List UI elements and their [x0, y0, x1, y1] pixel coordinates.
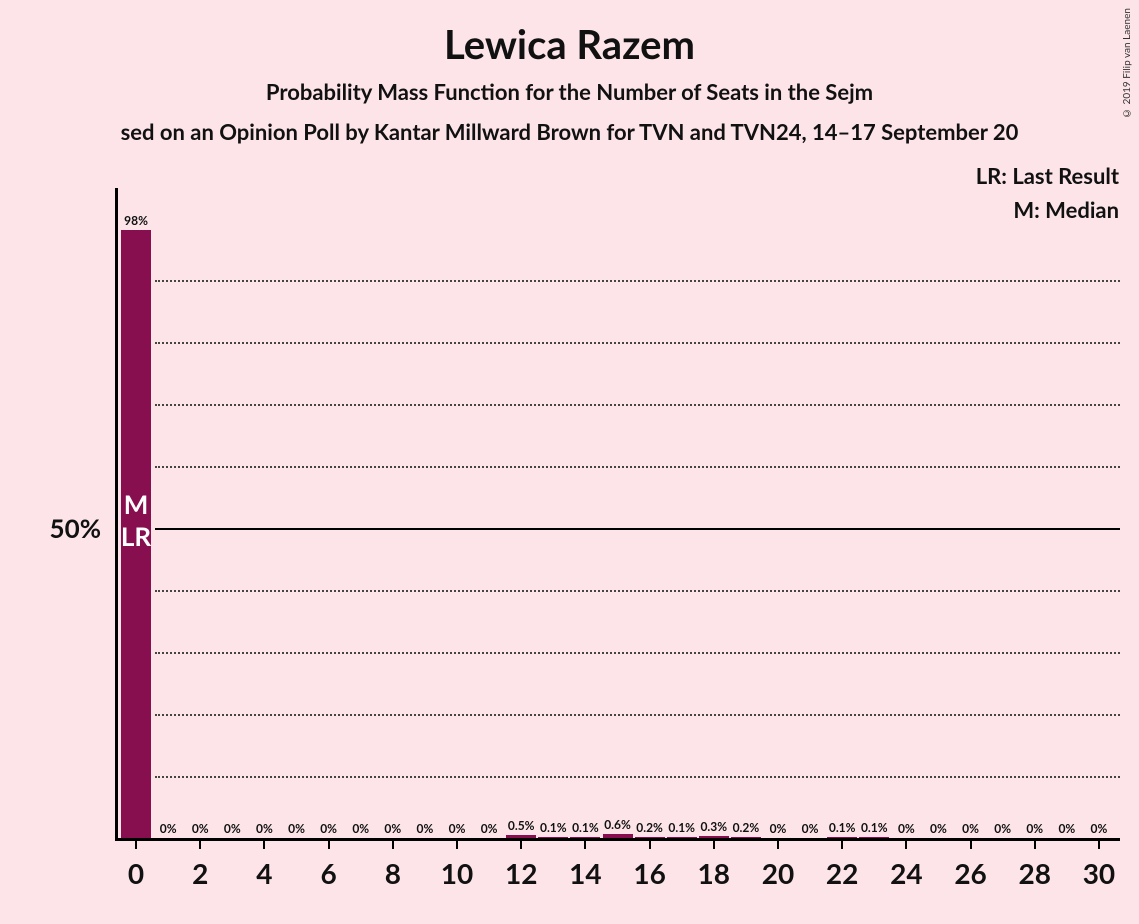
gridline — [155, 342, 1120, 344]
bar-value-label: 0% — [1091, 821, 1108, 836]
x-tick — [649, 841, 651, 849]
x-tick — [777, 841, 779, 849]
x-tick-label: 12 — [505, 856, 537, 890]
bar-value-label: 0.2% — [733, 820, 760, 835]
bar-value-label: 0.1% — [572, 820, 599, 835]
bar-value-label: 0.1% — [540, 820, 567, 835]
x-tick-label: 26 — [954, 856, 986, 890]
bar-value-label: 0.1% — [861, 820, 888, 835]
x-tick-label: 20 — [762, 856, 794, 890]
bar-value-label: 0% — [256, 821, 273, 836]
gridline — [155, 466, 1120, 468]
copyright-label: © 2019 Filip van Laenen — [1121, 8, 1133, 119]
bar-value-label: 0% — [352, 821, 369, 836]
x-tick — [199, 841, 201, 849]
plot-area: 98%0%0%0%0%0%0%0%0%0%0%0%0.5%0.1%0.1%0.6… — [115, 218, 1120, 838]
bar-value-label: 0% — [962, 821, 979, 836]
bar-value-label: 0% — [994, 821, 1011, 836]
bar-value-label: 0% — [898, 821, 915, 836]
bar-value-label: 0% — [384, 821, 401, 836]
bar-value-label: 0% — [481, 821, 498, 836]
bar-value-label: 0% — [192, 821, 209, 836]
x-tick — [970, 841, 972, 849]
x-tick — [263, 841, 265, 849]
median-marker: M — [124, 488, 149, 520]
x-tick — [328, 841, 330, 849]
x-tick-label: 2 — [192, 856, 208, 890]
x-tick — [841, 841, 843, 849]
y-tick-label: 50% — [50, 512, 101, 544]
chart-title: Lewica Razem — [0, 20, 1139, 68]
x-tick — [520, 841, 522, 849]
bar-value-label: 0% — [417, 821, 434, 836]
gridline — [155, 714, 1120, 716]
bar-value-label: 0% — [224, 821, 241, 836]
gridline — [155, 652, 1120, 654]
bar-value-label: 0% — [802, 821, 819, 836]
gridline — [155, 528, 1120, 530]
x-tick — [905, 841, 907, 849]
bar-value-label: 0% — [288, 821, 305, 836]
chart-source-line: sed on an Opinion Poll by Kantar Millwar… — [0, 118, 1139, 145]
bar-value-label: 0% — [1026, 821, 1043, 836]
x-tick-label: 8 — [385, 856, 401, 890]
x-tick — [713, 841, 715, 849]
bar-value-label: 0.6% — [604, 817, 631, 832]
x-tick-label: 14 — [569, 856, 601, 890]
bar-value-label: 0% — [930, 821, 947, 836]
bar-value-label: 0.1% — [668, 820, 695, 835]
x-tick — [1098, 841, 1100, 849]
x-tick-label: 30 — [1083, 856, 1115, 890]
x-tick — [135, 841, 137, 849]
x-tick-label: 22 — [826, 856, 858, 890]
gridline — [155, 280, 1120, 282]
bar-value-label: 0% — [770, 821, 787, 836]
gridline — [155, 590, 1120, 592]
x-tick-label: 18 — [698, 856, 730, 890]
x-tick — [1034, 841, 1036, 849]
x-tick-label: 24 — [890, 856, 922, 890]
x-tick — [392, 841, 394, 849]
gridline — [155, 776, 1120, 778]
bar-value-label: 0% — [449, 821, 466, 836]
x-tick — [456, 841, 458, 849]
bar-value-label: 0% — [160, 821, 177, 836]
x-tick-label: 6 — [321, 856, 337, 890]
gridline — [155, 404, 1120, 406]
x-tick-label: 28 — [1019, 856, 1051, 890]
last-result-marker: LR — [121, 520, 151, 552]
legend-lr: LR: Last Result — [976, 162, 1119, 189]
bar-value-label: 0.2% — [636, 820, 663, 835]
bar-value-label: 0.1% — [829, 820, 856, 835]
bar-value-label: 0% — [320, 821, 337, 836]
chart-canvas: Lewica Razem Probability Mass Function f… — [0, 0, 1139, 924]
bar-value-label: 0% — [1058, 821, 1075, 836]
x-tick — [584, 841, 586, 849]
bar-value-label: 98% — [124, 213, 148, 228]
bar-value-label: 0.3% — [700, 819, 727, 834]
chart-subtitle: Probability Mass Function for the Number… — [0, 78, 1139, 105]
x-tick-label: 4 — [256, 856, 272, 890]
bar-value-label: 0.5% — [508, 818, 535, 833]
x-tick-label: 10 — [441, 856, 473, 890]
x-tick-label: 0 — [128, 856, 144, 890]
y-axis — [115, 188, 118, 838]
x-tick-label: 16 — [633, 856, 665, 890]
